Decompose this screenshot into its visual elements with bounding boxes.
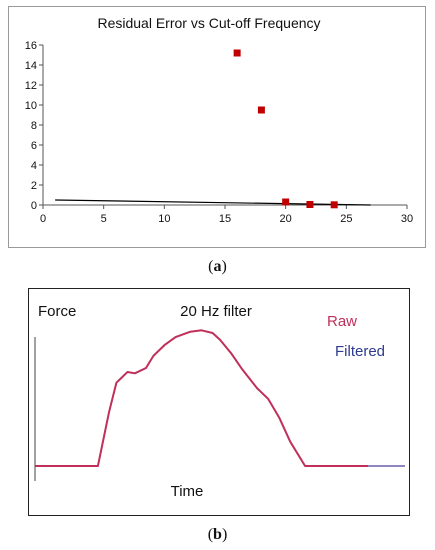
chart-a-y-tick-label: 2 [31,180,37,192]
chart-a-panel: Residual Error vs Cut-off Frequency 0 5 10… [8,6,426,248]
chart-b-svg: Force 20 Hz filter Time Raw Filtered [34,303,405,500]
caption-b-letter: b [213,526,222,543]
legend-raw-label: Raw [327,313,357,330]
chart-a-x-tick-label: 20 [280,213,292,225]
chart-a-y-tick-label: 10 [25,100,37,112]
caption-a: (a) [208,258,227,275]
caption-a-letter: a [213,258,222,275]
chart-a-y-tick-label: 16 [25,40,37,52]
chart-a-point [257,106,265,114]
chart-a-y-tick-label: 8 [31,120,37,132]
chart-a-point [282,198,290,206]
chart-a-point [233,49,241,57]
chart-a-y-tick-label: 4 [31,160,37,172]
chart-a-x-tick-label: 5 [101,213,107,225]
chart-b-raw-line [35,329,368,467]
chart-b-title: 20 Hz filter [180,303,252,320]
chart-b-lines [35,329,405,467]
chart-a-x-tick-label: 30 [401,213,413,225]
chart-a-x-tick-label: 15 [219,213,231,225]
chart-a-axes [39,44,408,209]
chart-a-tick-labels: 0 5 10 15 20 25 30 0 2 4 6 8 10 12 14 16 [25,40,413,225]
chart-a-point [306,201,314,208]
chart-a-y-tick-label: 12 [25,80,37,92]
chart-b-ylabel: Force [38,303,76,320]
chart-a-trendline [55,199,371,206]
chart-a-title: Residual Error vs Cut-off Frequency [97,15,320,31]
chart-a-x-tick-label: 0 [40,213,46,225]
chart-a-points [233,49,338,209]
chart-a-svg: Residual Error vs Cut-off Frequency 0 5 10… [25,15,413,225]
caption-b: (b) [207,526,228,543]
chart-a-x-tick-label: 10 [158,213,170,225]
chart-a-x-tick-label: 25 [340,213,352,225]
chart-a-y-tick-label: 14 [25,60,37,72]
chart-b-xlabel: Time [171,483,204,500]
chart-a-y-tick-label: 6 [31,140,37,152]
chart-b-panel: Force 20 Hz filter Time Raw Filtered [28,288,410,516]
legend-filtered-label: Filtered [335,343,385,360]
chart-b-legend: Raw Filtered [327,313,385,360]
chart-a-y-tick-label: 0 [31,200,37,212]
chart-a-trendline-segment [55,199,371,206]
chart-a-point [330,201,338,209]
